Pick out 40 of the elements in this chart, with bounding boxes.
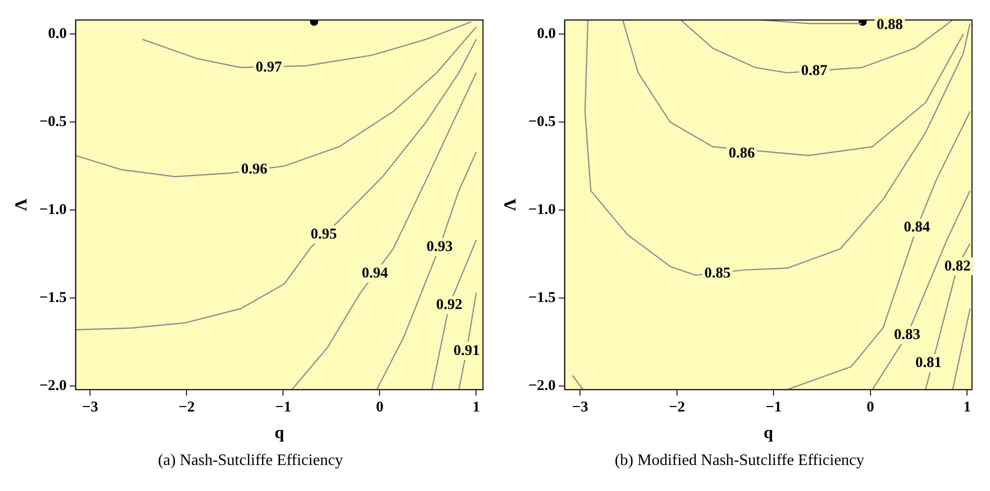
y-tick-label: −0.5	[528, 114, 556, 130]
y-tick-label: −2.0	[39, 378, 67, 394]
x-tick-label: −3	[82, 399, 98, 416]
x-tick-label: −1	[766, 399, 782, 416]
y-tick-label: 0.0	[536, 26, 556, 42]
x-axis-title: q	[274, 423, 285, 442]
x-tick-label: 1	[963, 399, 971, 416]
x-tick-label: −2	[668, 399, 685, 416]
annotation: 0.92	[436, 296, 462, 313]
annotation: 0.83	[894, 326, 920, 343]
y-tick-label: −0.5	[39, 114, 67, 130]
y-axis-title: Λ	[500, 198, 520, 211]
annotation: 0.85	[704, 265, 731, 282]
annotation: 0.86	[728, 146, 756, 162]
x-axis-title: q	[764, 423, 774, 442]
annotation: 0.84	[904, 220, 930, 236]
annotation: 0.96	[241, 161, 268, 178]
y-axis-title: Λ	[12, 198, 31, 211]
y-tick-label: −1.0	[528, 202, 556, 218]
x-tick-label: 1	[472, 399, 480, 416]
x-tick-label: 0	[376, 399, 384, 416]
x-tick-label: −3	[572, 399, 588, 416]
x-tick-label: −1	[275, 399, 292, 416]
annotation: 0.97	[256, 59, 282, 76]
y-tick-label: −1.5	[528, 290, 556, 306]
x-tick-label: −2	[178, 399, 195, 416]
y-tick-label: 0.0	[48, 26, 67, 42]
annotation: 0.91	[453, 342, 480, 359]
annotation: 0.87	[801, 62, 828, 79]
annotation: 0.95	[310, 226, 337, 243]
annotation: 0.88	[876, 17, 903, 34]
y-tick-label: −2.0	[528, 378, 556, 394]
annotation: 0.93	[426, 238, 453, 255]
text: (a) Nash-Sutcliffe Efficiency	[156, 452, 344, 470]
text: (b) Modified Nash-Sutcliffe Efficiency	[614, 452, 866, 470]
y-tick-label: −1.5	[39, 290, 67, 306]
x-tick-label: 0	[866, 399, 874, 416]
y-tick-label: −1.0	[39, 202, 67, 218]
annotation: 0.81	[915, 355, 942, 372]
annotation: 0.94	[362, 265, 389, 282]
